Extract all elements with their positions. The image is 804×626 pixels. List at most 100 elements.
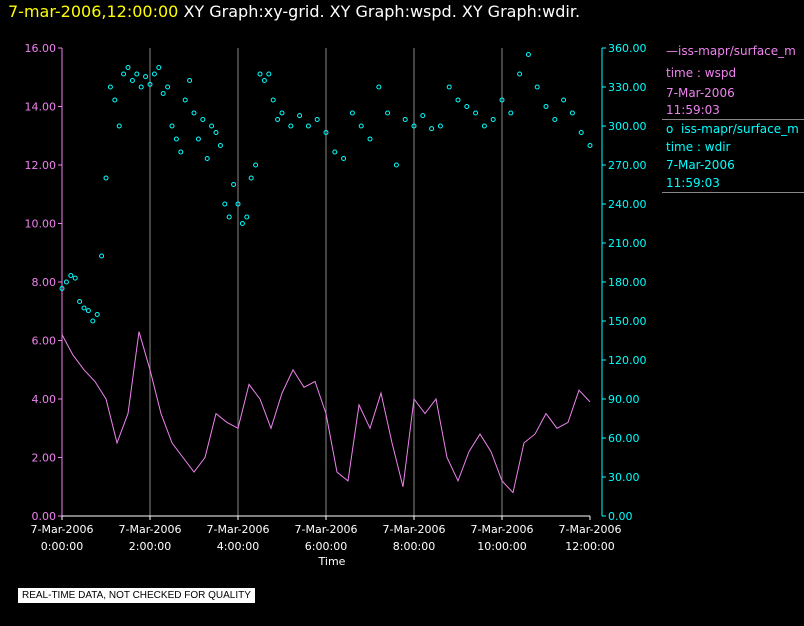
wdir-point: [367, 136, 373, 142]
right-axis-tick-label: 210.00: [608, 237, 647, 250]
left-axis-tick-label: 14.00: [25, 101, 57, 114]
wdir-point: [169, 123, 175, 129]
wdir-point: [275, 117, 281, 122]
wdir-point: [85, 308, 91, 314]
legend-wspd-time: 11:59:03: [666, 103, 720, 117]
x-axis-tick-date: 7-Mar-2006: [119, 523, 182, 536]
legend-wdir-desc: time : wdir: [666, 140, 731, 154]
wdir-point: [257, 71, 263, 77]
wdir-point: [411, 123, 417, 129]
legend-wspd-date: 7-Mar-2006: [666, 86, 735, 100]
wdir-point: [534, 84, 540, 90]
wdir-point: [473, 110, 479, 116]
wdir-point: [279, 110, 285, 116]
legend-wspd-marker: —: [666, 44, 678, 58]
wdir-point: [393, 162, 399, 168]
legend-wdir-name: o iss-mapr/surface_m: [666, 122, 799, 136]
wdir-point: [517, 71, 523, 77]
x-axis-tick-date: 7-Mar-2006: [31, 523, 94, 536]
wdir-point: [561, 97, 567, 103]
wdir-point: [222, 201, 228, 207]
left-axis-tick-label: 16.00: [25, 42, 57, 55]
right-axis-tick-label: 0.00: [608, 510, 633, 523]
wdir-point: [231, 182, 237, 187]
wdir-point: [587, 143, 593, 148]
wdir-point: [261, 78, 267, 83]
wdir-point: [446, 84, 452, 90]
left-axis-tick-label: 10.00: [25, 218, 57, 231]
x-axis-tick-time: 10:00:00: [477, 540, 526, 553]
wdir-point: [99, 253, 105, 259]
wdir-point: [125, 65, 131, 70]
wdir-point: [481, 123, 487, 129]
wdir-point: [323, 130, 329, 135]
wdir-point: [156, 65, 162, 70]
wdir-point: [200, 117, 206, 122]
x-axis-tick-time: 2:00:00: [129, 540, 171, 553]
wdir-point: [121, 71, 127, 77]
left-axis-tick-label: 0.00: [32, 510, 57, 523]
x-axis-tick-date: 7-Mar-2006: [383, 523, 446, 536]
wdir-point: [59, 286, 65, 291]
right-axis-tick-label: 180.00: [608, 276, 647, 289]
right-axis-tick-label: 300.00: [608, 120, 647, 133]
wdir-point: [151, 71, 157, 77]
wdir-point: [402, 117, 408, 122]
legend-divider: [662, 119, 804, 120]
wdir-point: [94, 312, 100, 317]
right-axis-tick-label: 330.00: [608, 81, 647, 94]
wdir-point: [182, 97, 188, 103]
wdir-point: [77, 299, 83, 304]
wdir-point: [314, 117, 320, 122]
right-axis-tick-label: 150.00: [608, 315, 647, 328]
wdir-point: [508, 110, 514, 116]
wdir-point: [270, 97, 276, 103]
wdir-point: [499, 97, 505, 103]
wdir-point: [332, 149, 338, 155]
wdir-point: [143, 74, 149, 80]
wdir-point: [490, 117, 496, 122]
wdir-point: [385, 110, 391, 116]
x-axis-label: Time: [318, 555, 346, 568]
wdir-point: [578, 130, 584, 135]
wdir-point: [173, 136, 179, 142]
wdir-point: [103, 175, 109, 181]
right-axis-tick-label: 360.00: [608, 42, 647, 55]
wdir-point: [341, 156, 347, 161]
left-axis-tick-label: 4.00: [32, 393, 57, 406]
x-axis-tick-date: 7-Mar-2006: [207, 523, 270, 536]
wdir-point: [116, 123, 122, 129]
wdir-point: [543, 104, 549, 109]
wdir-point: [420, 113, 426, 119]
wdir-point: [90, 318, 96, 324]
wdir-point: [235, 201, 241, 207]
x-axis-tick-date: 7-Mar-2006: [295, 523, 358, 536]
wdir-point: [204, 156, 210, 161]
wdir-point: [68, 273, 74, 278]
left-axis-tick-label: 6.00: [32, 335, 57, 348]
wdir-point: [129, 78, 135, 83]
legend-wdir-date: 7-Mar-2006: [666, 158, 735, 172]
right-axis-tick-label: 240.00: [608, 198, 647, 211]
wdir-point: [552, 117, 558, 122]
header-graph-list: XY Graph:xy-grid. XY Graph:wspd. XY Grap…: [183, 2, 581, 21]
wdir-point: [178, 149, 184, 155]
wdir-point: [209, 123, 215, 129]
wdir-point: [464, 104, 470, 109]
left-axis-tick-label: 2.00: [32, 452, 57, 465]
wdir-point: [107, 84, 113, 90]
chart-header: 7-mar-2006,12:00:00 XY Graph:xy-grid. XY…: [8, 2, 580, 21]
wdir-point: [248, 175, 254, 181]
right-axis-tick-label: 120.00: [608, 354, 647, 367]
wdir-point: [195, 136, 201, 142]
wdir-point: [112, 97, 118, 103]
wdir-point: [191, 110, 197, 116]
wdir-point: [244, 214, 250, 220]
legend-wdir-marker: o: [666, 122, 674, 136]
wdir-point: [376, 84, 382, 90]
wdir-point: [165, 84, 171, 90]
wdir-point: [297, 113, 303, 119]
wdir-point: [160, 91, 166, 96]
right-axis-tick-label: 30.00: [608, 471, 640, 484]
right-axis-tick-label: 90.00: [608, 393, 640, 406]
